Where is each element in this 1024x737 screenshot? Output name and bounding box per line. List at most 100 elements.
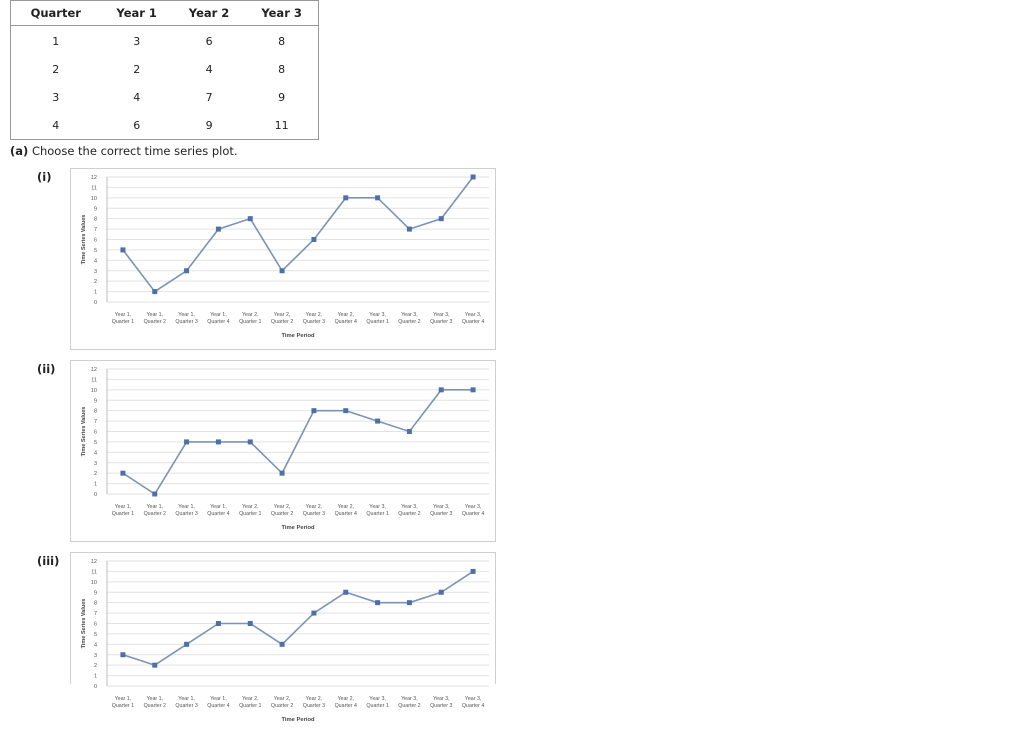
y-tick-label: 0 <box>94 684 97 690</box>
table-row: 4 6 9 11 <box>11 111 319 140</box>
data-point <box>120 470 126 476</box>
data-point <box>215 226 221 232</box>
data-point <box>438 589 444 595</box>
option-label-ii[interactable]: (ii) <box>37 362 56 376</box>
data-point <box>343 195 349 201</box>
x-tick-label: Quarter 3 <box>303 511 325 517</box>
data-point <box>247 439 253 445</box>
x-tick-label: Year 2, <box>337 696 354 702</box>
x-tick-label: Year 3, <box>465 312 482 318</box>
y-tick-label: 0 <box>94 492 97 498</box>
y-tick-label: 10 <box>91 580 97 586</box>
y-tick-label: 2 <box>94 471 97 477</box>
chart-option-i[interactable]: 0 1 2 3 4 5 6 7 8 9 10 11 12 Time Series Values Year 1… <box>70 168 496 350</box>
x-tick-label: Quarter 4 <box>335 319 357 325</box>
x-tick-label: Year 2, <box>306 504 323 510</box>
x-tick-label: Year 2, <box>337 504 354 510</box>
x-tick-label: Year 3, <box>433 312 450 318</box>
x-tick-label: Year 1, <box>146 504 163 510</box>
data-point <box>279 470 285 476</box>
x-tick-label: Quarter 4 <box>207 703 229 709</box>
option-label-iii[interactable]: (iii) <box>37 554 60 568</box>
data-table: Quarter Year 1 Year 2 Year 3 1 3 6 8 2 2… <box>10 0 319 140</box>
header-quarter: Quarter <box>10 0 101 26</box>
y-tick-label: 4 <box>94 450 97 456</box>
table-row: 2 2 4 8 <box>11 55 319 83</box>
data-point <box>311 610 317 616</box>
data-point <box>438 216 444 222</box>
data-point <box>375 418 381 424</box>
x-tick-label: Year 3, <box>401 312 418 318</box>
data-point <box>184 268 190 274</box>
header-year-3: Year 3 <box>245 0 319 26</box>
x-tick-label: Year 1, <box>210 312 227 318</box>
chart-option-iii[interactable]: 0 1 2 3 4 5 6 7 8 9 10 11 12 Time Series Values Year 1… <box>70 552 496 723</box>
table-cell: 1 <box>52 34 60 48</box>
x-tick-label: Quarter 4 <box>207 511 229 517</box>
x-tick-label: Quarter 3 <box>430 703 452 709</box>
data-point <box>247 216 253 222</box>
data-point <box>311 408 317 414</box>
chart-option-ii[interactable]: 0 1 2 3 4 5 6 7 8 9 10 11 12 Time Series Values Year 1… <box>70 360 496 542</box>
data-point <box>406 600 412 606</box>
x-tick-label: Year 3, <box>369 504 386 510</box>
data-point <box>470 174 476 180</box>
y-axis-label: Time Series Values <box>81 407 87 457</box>
x-tick-label: Quarter 4 <box>462 511 484 517</box>
x-tick-label: Quarter 3 <box>175 511 197 517</box>
data-point <box>279 268 285 274</box>
x-tick-label: Quarter 2 <box>398 703 420 709</box>
x-tick-label: Quarter 1 <box>239 319 261 325</box>
x-tick-label: Year 2, <box>242 504 259 510</box>
y-tick-label: 7 <box>94 419 97 425</box>
x-tick-label: Quarter 1 <box>366 703 388 709</box>
y-tick-label: 1 <box>94 290 97 296</box>
data-point <box>152 491 158 497</box>
header-year-1: Year 1 <box>100 0 173 26</box>
x-tick-label: Quarter 3 <box>303 703 325 709</box>
y-tick-label: 12 <box>91 367 97 373</box>
y-tick-label: 5 <box>94 248 97 254</box>
x-tick-label: Year 2, <box>306 696 323 702</box>
x-tick-label: Quarter 1 <box>112 511 134 517</box>
y-tick-label: 10 <box>91 388 97 394</box>
x-tick-label: Year 2, <box>274 312 291 318</box>
y-tick-label: 0 <box>94 300 97 306</box>
y-tick-label: 8 <box>94 601 97 607</box>
table-cell: 6 <box>205 34 213 48</box>
x-tick-label: Year 2, <box>274 696 291 702</box>
y-tick-label: 11 <box>91 377 97 383</box>
data-point <box>120 247 126 253</box>
x-tick-label: Quarter 4 <box>462 319 484 325</box>
table-cell: 8 <box>278 34 286 48</box>
x-tick-label: Quarter 1 <box>366 511 388 517</box>
x-tick-label: Quarter 4 <box>207 319 229 325</box>
y-tick-label: 2 <box>94 663 97 669</box>
y-tick-label: 1 <box>94 482 97 488</box>
y-tick-label: 10 <box>91 196 97 202</box>
y-tick-label: 3 <box>94 461 97 467</box>
data-point <box>184 641 190 647</box>
option-label-i[interactable]: (i) <box>37 170 52 184</box>
x-tick-label: Quarter 2 <box>271 703 293 709</box>
x-tick-label: Year 2, <box>306 312 323 318</box>
y-axis-label: Time Series Values <box>81 599 87 649</box>
data-point <box>152 289 158 295</box>
data-point <box>152 662 158 668</box>
x-tick-label: Quarter 4 <box>335 511 357 517</box>
question-part: (a) <box>10 144 29 158</box>
question-prompt: (a) Choose the correct time series plot. <box>10 144 238 158</box>
x-tick-label: Year 2, <box>242 312 259 318</box>
x-tick-label: Quarter 2 <box>144 703 166 709</box>
data-point <box>215 439 221 445</box>
x-tick-label: Year 1, <box>210 504 227 510</box>
x-tick-label: Quarter 4 <box>335 703 357 709</box>
y-tick-label: 5 <box>94 632 97 638</box>
x-tick-label: Year 2, <box>242 696 259 702</box>
data-point <box>120 652 126 658</box>
y-tick-label: 1 <box>94 674 97 680</box>
data-point <box>311 237 317 242</box>
data-point <box>406 226 412 232</box>
x-tick-label: Quarter 2 <box>271 511 293 517</box>
